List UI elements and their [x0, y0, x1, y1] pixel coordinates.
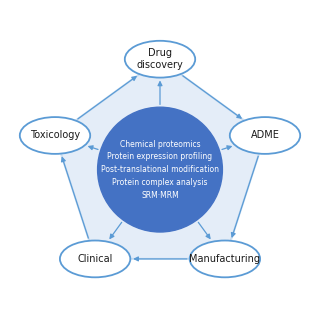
Text: Post-translational modification: Post-translational modification [101, 165, 219, 174]
Ellipse shape [60, 241, 130, 277]
Text: Protein expression profiling: Protein expression profiling [108, 152, 212, 161]
Ellipse shape [190, 241, 260, 277]
Text: Clinical: Clinical [77, 254, 113, 264]
Circle shape [98, 107, 222, 232]
Ellipse shape [125, 41, 195, 78]
Polygon shape [55, 59, 265, 259]
Text: Drug
discovery: Drug discovery [137, 48, 183, 70]
Text: Toxicology: Toxicology [30, 131, 80, 140]
Ellipse shape [230, 117, 300, 154]
Text: SRM·MRM: SRM·MRM [141, 191, 179, 200]
Ellipse shape [20, 117, 90, 154]
Text: Manufacturing: Manufacturing [189, 254, 260, 264]
Text: Protein complex analysis: Protein complex analysis [112, 178, 208, 187]
Text: ADME: ADME [251, 131, 279, 140]
Text: Chemical proteomics: Chemical proteomics [120, 140, 200, 148]
